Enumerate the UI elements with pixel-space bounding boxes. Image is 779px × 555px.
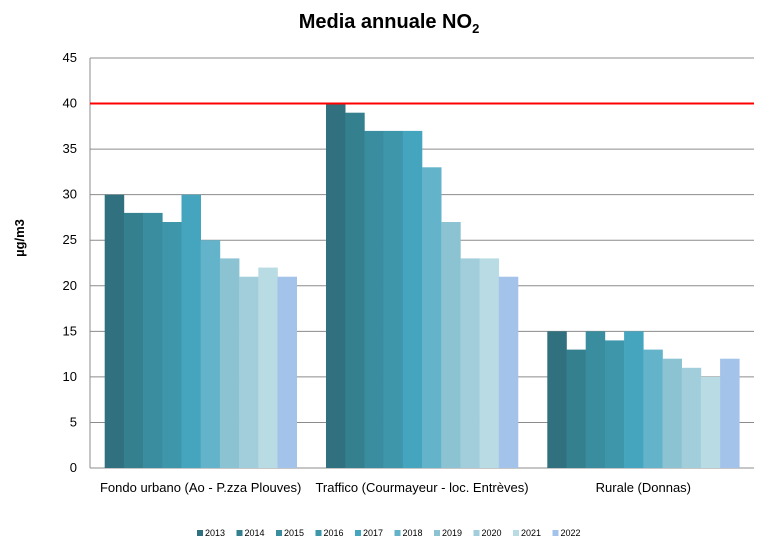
bar-2022-cat-2 xyxy=(498,276,519,468)
x-category-label-3: Rurale (Donnas) xyxy=(596,480,691,495)
bar-2016-cat-2 xyxy=(383,130,404,468)
bar-2019-cat-1 xyxy=(219,258,240,468)
legend-swatch-2016 xyxy=(315,530,322,536)
bar-2018-cat-1 xyxy=(200,240,221,468)
plot-area: 0 5 10 15 20 25 30 35 40 45 Fondo urbano (Ao - P.z… xyxy=(63,50,754,495)
bar-2020-cat-2 xyxy=(460,258,480,468)
bar-2022-cat-1 xyxy=(277,276,297,468)
y-tick-label-45: 45 xyxy=(63,50,77,65)
bar-2019-cat-3 xyxy=(662,358,682,468)
chart-title-main: Media annuale NO xyxy=(299,11,472,33)
legend-label-2019: 2019 xyxy=(442,528,462,538)
y-tick-label-40: 40 xyxy=(63,96,77,111)
bar-2022-cat-3 xyxy=(720,358,740,468)
bar-2021-cat-2 xyxy=(479,258,500,468)
bar-2021-cat-3 xyxy=(700,376,721,468)
bar-2015-cat-2 xyxy=(364,130,384,468)
legend-label-2021: 2021 xyxy=(521,528,541,538)
bar-2020-cat-3 xyxy=(681,367,702,468)
y-axis-label: µg/m3 xyxy=(12,219,27,257)
y-tick-label-5: 5 xyxy=(70,414,77,429)
legend-label-2018: 2018 xyxy=(403,528,423,538)
y-tick-label-20: 20 xyxy=(63,278,77,293)
bar-2015-cat-3 xyxy=(585,331,606,468)
y-tick-label-35: 35 xyxy=(63,141,77,156)
bar-2018-cat-3 xyxy=(643,349,663,468)
bar-2014-cat-1 xyxy=(123,212,144,468)
chart-title: Media annuale NO2 xyxy=(299,11,480,36)
legend-swatch-2019 xyxy=(434,530,440,536)
bar-2014-cat-3 xyxy=(566,349,586,468)
bar-2017-cat-1 xyxy=(181,194,201,468)
y-tick-label-30: 30 xyxy=(63,187,77,202)
legend-label-2013: 2013 xyxy=(205,528,225,538)
bar-2021-cat-1 xyxy=(258,267,278,468)
legend-label-2015: 2015 xyxy=(284,528,304,538)
legend-label-2017: 2017 xyxy=(363,528,383,538)
y-tick-label-15: 15 xyxy=(63,323,77,338)
bar-2018-cat-2 xyxy=(422,167,442,469)
chart-title-subscript: 2 xyxy=(472,21,479,36)
legend-label-2014: 2014 xyxy=(245,528,265,538)
bar-2015-cat-1 xyxy=(143,212,163,468)
bar-2013-cat-2 xyxy=(326,103,346,468)
legend-label-2016: 2016 xyxy=(324,528,344,538)
bar-2014-cat-2 xyxy=(345,112,365,468)
legend-swatch-2015 xyxy=(276,530,282,536)
legend-swatch-2022 xyxy=(552,530,559,536)
legend-swatch-2017 xyxy=(355,530,361,536)
legend-label-2020: 2020 xyxy=(482,528,502,538)
bar-2013-cat-3 xyxy=(547,331,567,468)
bar-2019-cat-2 xyxy=(441,222,461,468)
legend: 2013 2014 2015 2016 2017 2018 2019 2020 2021 2022 xyxy=(197,528,581,538)
legend-swatch-2021 xyxy=(513,530,519,536)
x-category-label-2: Traffico (Courmayeur - loc. Entrèves) xyxy=(315,480,528,495)
bar-2017-cat-2 xyxy=(402,130,423,468)
x-category-label-1: Fondo urbano (Ao - P.zza Plouves) xyxy=(100,480,301,495)
legend-swatch-2020 xyxy=(473,530,480,536)
legend-label-2022: 2022 xyxy=(561,528,581,538)
bar-2016-cat-3 xyxy=(604,340,625,468)
y-tick-label-0: 0 xyxy=(70,460,77,475)
legend-swatch-2013 xyxy=(197,530,203,536)
bar-2016-cat-1 xyxy=(162,222,182,468)
y-tick-label-10: 10 xyxy=(63,369,77,384)
legend-swatch-2018 xyxy=(394,530,401,536)
legend-swatch-2014 xyxy=(236,530,243,536)
bar-2017-cat-3 xyxy=(624,331,644,468)
y-tick-label-25: 25 xyxy=(63,232,77,247)
bar-2020-cat-1 xyxy=(239,276,259,468)
bar-2013-cat-1 xyxy=(104,194,125,468)
